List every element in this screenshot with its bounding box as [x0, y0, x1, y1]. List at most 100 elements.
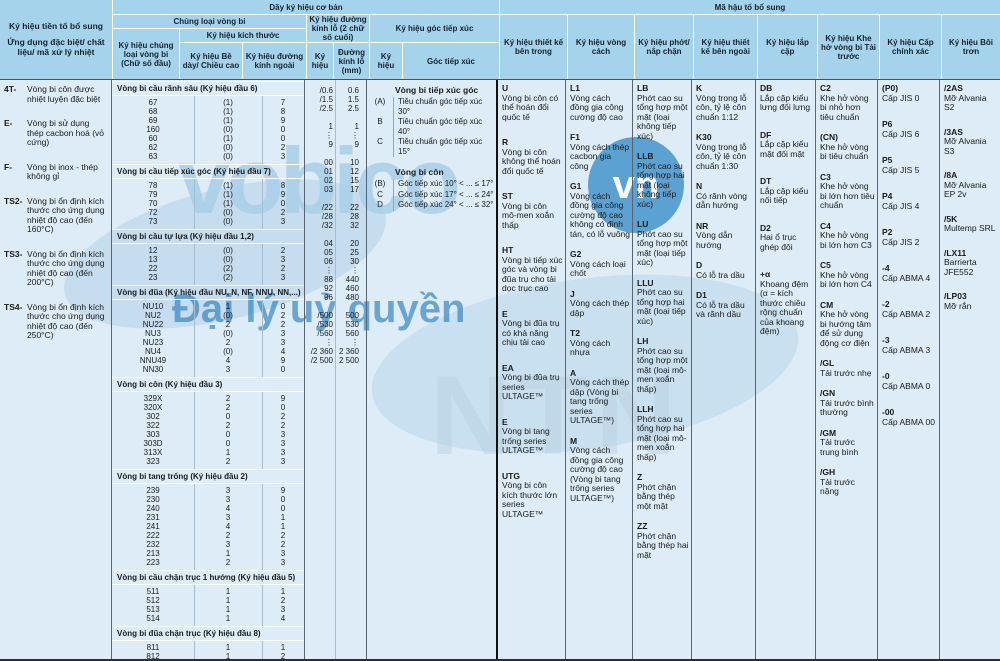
lubrication-list: /2AS Mỡ Alvania S2 /3AS Mỡ Alvania S3 /8… — [940, 83, 1000, 311]
table-row: 70 (1) 0 — [112, 199, 304, 208]
angle-group: Vòng bi tiếp xúc góc (A) Tiêu chuẩn góc … — [367, 85, 496, 157]
header-prefix-title: Ký hiệu tiền tố bổ sung — [9, 20, 103, 31]
thickness-code: (1) — [223, 190, 233, 199]
thickness-code: (0) — [223, 208, 233, 217]
table-row: NU2 (0) 2 — [112, 311, 304, 320]
suffix-desc: Cấp JIS 4 — [882, 200, 920, 211]
table-row: /28 28 — [305, 212, 366, 221]
thickness-code: 2 — [225, 403, 231, 412]
angle-desc: Tiêu chuẩn góc tiếp xúc 40° — [393, 117, 496, 137]
thickness-code: 2 — [225, 421, 231, 430]
code-entry: P6 Cấp JIS 6 — [882, 119, 937, 139]
suffix-desc: Vòng bi đũa trụ có khả năng chịu tải cao — [502, 318, 560, 347]
table-row: 222 2 2 — [112, 531, 304, 540]
suffix-desc: Phớt cao su tổng hợp một mặt (loại tiếp … — [637, 228, 688, 267]
suffix-desc: Cấp ABMA 2 — [882, 308, 931, 319]
series-code: 512 — [146, 596, 160, 605]
outer-dia-code: 3 — [280, 457, 286, 466]
outer-dia-code: 2 — [280, 311, 286, 320]
table-row: ⋮ ⋮ — [305, 338, 366, 347]
suffix-code: DT — [760, 176, 772, 186]
code-entry: LLH Phớt cao su tổng hợp hai mặt (loại m… — [637, 404, 689, 462]
bore-code: 88 — [324, 275, 333, 284]
bore-code: /1.5 — [319, 95, 333, 104]
suffix-code: /5K — [944, 213, 958, 224]
angle-entry: C Tiêu chuẩn góc tiếp xúc 15° — [367, 137, 496, 157]
outer-dia-code: 1 — [280, 643, 286, 652]
code-entry: /LP03 Mỡ rắn — [944, 291, 998, 311]
outer-dia-code: 7 — [280, 98, 286, 107]
prefix-code: TS2- — [4, 195, 23, 206]
series-code: 232 — [146, 540, 160, 549]
table-row: 96 480 — [305, 293, 366, 302]
suffix-code: LLU — [637, 277, 654, 288]
thickness-code: (0) — [223, 125, 233, 134]
bore-mm: 28 — [350, 212, 359, 221]
series-code: 13 — [148, 255, 158, 264]
suffix-code: /LX11 — [944, 247, 967, 258]
suffix-desc: Phớt cao su tổng hợp hai mặt (loại không… — [637, 160, 685, 209]
suffix-desc: Phớt cao su tổng hợp hai mặt (loại mô-me… — [637, 413, 687, 462]
suffix-desc: Vòng cách nhựa — [570, 337, 611, 357]
suffix-code: K — [696, 83, 703, 93]
table-row: 67 (1) 7 — [112, 98, 304, 107]
code-entry: -2 Cấp ABMA 2 — [882, 299, 937, 319]
column-divider — [194, 300, 195, 377]
header-contact-angle-title: Ký hiệu góc tiếp xúc — [370, 15, 499, 42]
thickness-code: 1 — [225, 652, 231, 659]
outer-dia-code: 2 — [280, 208, 286, 217]
suffix-desc: Tải trước nặng — [820, 476, 855, 496]
table-row: 01 12 — [305, 167, 366, 176]
header-clearance: Ký hiệu Khe hở vòng bi Tải trước — [818, 15, 879, 79]
header-contact-angle: Ký hiệu góc tiếp xúc Ký hiệu Góc tiếp xú… — [370, 15, 499, 79]
angle-entry: (A) Tiêu chuẩn góc tiếp xúc 30° — [367, 97, 496, 117]
series-code: 213 — [146, 549, 160, 558]
precision-list: (P0) Cấp JIS 0 P6 Cấp JIS 6 P5 Cấp JIS 5… — [878, 83, 939, 427]
column-divider — [335, 80, 336, 659]
angle-code: D — [377, 200, 383, 209]
series-code: 78 — [148, 181, 158, 190]
table-row: 03 17 — [305, 185, 366, 194]
header-size-code: Ký hiệu kích thước — [180, 29, 306, 42]
bore-group: /22 22 /28 28 /32 32 — [305, 203, 366, 230]
series-code: 329X — [143, 394, 163, 403]
header-bearing-type-title: Chủng loại vòng bi — [113, 15, 306, 28]
section-title: Vòng bi cầu chặn trục 1 hướng (Ký hiệu đ… — [112, 570, 304, 585]
code-entry: /5K Multemp SRL — [944, 213, 998, 234]
suffix-code: +α — [760, 269, 771, 279]
thickness-code: 1 — [225, 587, 231, 596]
bore-code: 01 — [324, 167, 333, 176]
code-entry: (P0) Cấp JIS 0 — [882, 83, 937, 103]
table-row: 513 1 3 — [112, 605, 304, 614]
suffix-code: -4 — [882, 263, 890, 273]
suffix-code: ST — [502, 191, 513, 201]
table-row: NN30 3 0 — [112, 365, 304, 374]
section-title: Vòng bi côn (Ký hiệu đầu 3) — [112, 377, 304, 392]
table-row: /32 32 — [305, 221, 366, 230]
suffix-desc: Vòng bi côn kích thước lớn series ULTAGE… — [502, 480, 558, 519]
series-code: 63 — [148, 152, 158, 161]
prefix-desc: Vòng bi inox - thép không gỉ — [27, 161, 98, 181]
bore-mm: 2 360 — [338, 347, 359, 356]
suffix-code: F1 — [570, 132, 580, 142]
table-row: 12 (0) 2 — [112, 246, 304, 255]
suffix-code: /GM — [820, 427, 837, 438]
section-title: Vòng bi cầu rãnh sâu (Ký hiệu đầu 6) — [112, 81, 304, 96]
table-row: 23 (2) 3 — [112, 273, 304, 282]
suffix-code: LH — [637, 336, 649, 346]
thickness-code: (0) — [223, 329, 233, 338]
bore-mm: 12 — [350, 167, 359, 176]
table-row: 511 1 1 — [112, 587, 304, 596]
header-basic-series-title: Dãy ký hiệu cơ bản — [113, 0, 499, 14]
table-row: 06 30 — [305, 257, 366, 266]
bore-group: /0.6 0.6 /1.5 1.5 /2.5 2.5 — [305, 86, 366, 113]
outer-dia-code: 3 — [280, 430, 286, 439]
thickness-code: 2 — [225, 338, 231, 347]
bore-mm: 25 — [350, 248, 359, 257]
outer-dia-code: 0 — [280, 403, 286, 412]
prefix-desc: Vòng bi ổn định kích thước cho ứng dụng … — [27, 195, 105, 234]
series-code: 69 — [148, 116, 158, 125]
bore-mm: 1.5 — [347, 95, 359, 104]
table-row: 02 15 — [305, 176, 366, 185]
series-code: 511 — [146, 587, 160, 596]
